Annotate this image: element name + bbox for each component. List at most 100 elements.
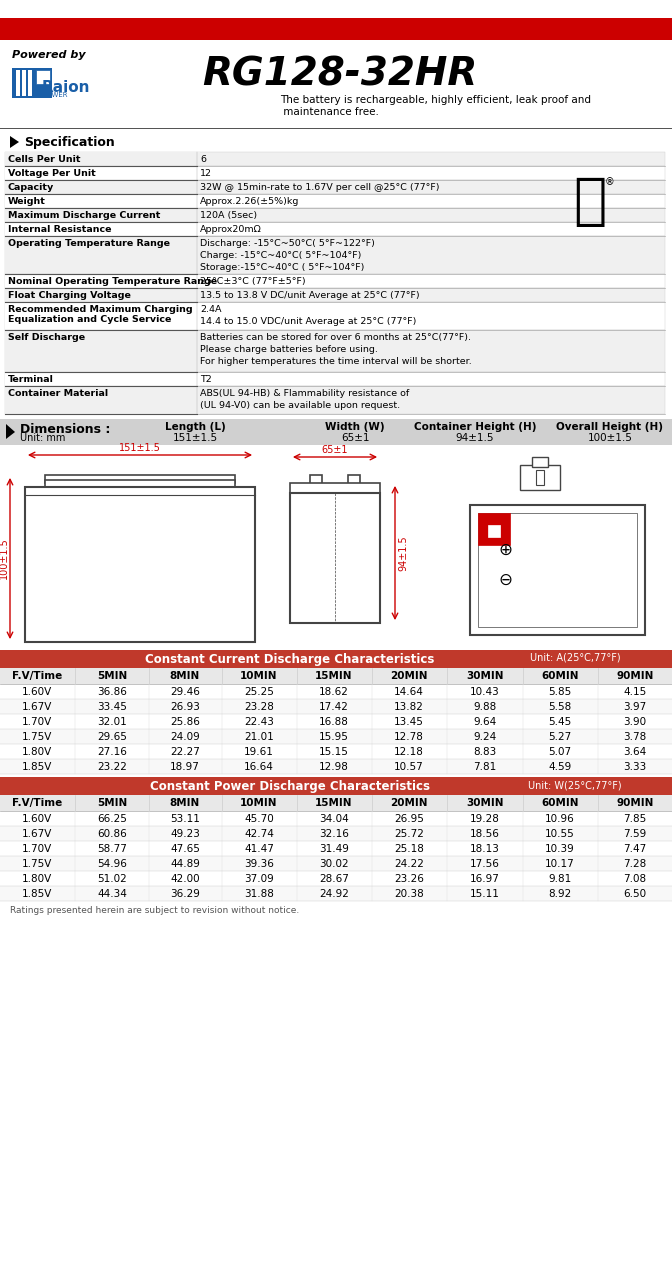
Bar	[470, 506, 645, 635]
Text: 4.15: 4.15	[624, 687, 646, 698]
Bar	[532, 457, 548, 467]
Text: 15MIN: 15MIN	[315, 797, 353, 808]
Text: Equalization and Cycle Service: Equalization and Cycle Service	[8, 315, 171, 324]
Bar	[5, 180, 665, 195]
Text: Storage:-15°C~40°C ( 5°F~104°F): Storage:-15°C~40°C ( 5°F~104°F)	[200, 262, 364, 271]
Text: Unit: A(25°C,77°F): Unit: A(25°C,77°F)	[530, 653, 620, 663]
Text: 32W @ 15min-rate to 1.67V per cell @25°C (77°F): 32W @ 15min-rate to 1.67V per cell @25°C…	[200, 183, 439, 192]
Bar	[5, 236, 665, 274]
Text: Approx.2.26(±5%)kg: Approx.2.26(±5%)kg	[200, 197, 299, 206]
Bar	[5, 166, 200, 180]
Text: 10MIN: 10MIN	[241, 671, 278, 681]
Text: Please charge batteries before using.: Please charge batteries before using.	[200, 346, 378, 355]
Bar	[5, 372, 665, 387]
Text: 5.85: 5.85	[548, 687, 572, 698]
Bar	[488, 525, 500, 538]
Text: The battery is rechargeable, highly efficient, leak proof and
 maintenance free.: The battery is rechargeable, highly effi…	[280, 95, 591, 116]
Text: 8.92: 8.92	[548, 890, 572, 899]
Bar	[25, 486, 255, 643]
Bar	[0, 668, 672, 684]
Bar	[5, 207, 200, 221]
Text: ABS(UL 94-HB) & Flammability resistance of: ABS(UL 94-HB) & Flammability resistance …	[200, 389, 409, 398]
Text: 3.90: 3.90	[624, 717, 646, 727]
Text: 7.47: 7.47	[624, 844, 646, 854]
Text: For higher temperatures the time interval will be shorter.: For higher temperatures the time interva…	[200, 357, 472, 366]
Bar	[5, 152, 200, 166]
Text: 26.93: 26.93	[170, 701, 200, 712]
Text: 2.4A: 2.4A	[200, 305, 222, 314]
Bar	[0, 650, 672, 668]
Bar	[0, 18, 672, 40]
Text: (UL 94-V0) can be available upon request.: (UL 94-V0) can be available upon request…	[200, 401, 400, 410]
Text: 7.85: 7.85	[624, 814, 646, 824]
Text: 15.95: 15.95	[319, 732, 349, 742]
Text: Capacity: Capacity	[8, 183, 54, 192]
Bar	[478, 513, 637, 627]
Text: 10.39: 10.39	[545, 844, 575, 854]
Text: 30MIN: 30MIN	[466, 671, 504, 681]
Text: Raion: Raion	[42, 79, 91, 95]
Text: F.V/Time: F.V/Time	[12, 797, 62, 808]
Text: 19.61: 19.61	[244, 748, 274, 756]
Text: 22.27: 22.27	[170, 748, 200, 756]
Text: 6.50: 6.50	[624, 890, 646, 899]
Text: 151±1.5: 151±1.5	[173, 433, 218, 443]
Text: 24.09: 24.09	[170, 732, 200, 742]
Text: 13.45: 13.45	[394, 717, 424, 727]
Bar	[0, 684, 672, 699]
Text: 24.92: 24.92	[319, 890, 349, 899]
Text: 41.47: 41.47	[244, 844, 274, 854]
Text: ®: ®	[604, 177, 614, 187]
Text: Powered by: Powered by	[12, 50, 85, 60]
Bar	[22, 70, 26, 96]
Text: ⊖: ⊖	[498, 571, 512, 589]
Text: 10.57: 10.57	[394, 762, 424, 772]
Bar	[0, 856, 672, 870]
Text: Unit: mm: Unit: mm	[20, 433, 65, 443]
Bar	[0, 841, 672, 856]
Text: Constant Power Discharge Characteristics: Constant Power Discharge Characteristics	[150, 780, 430, 794]
Polygon shape	[10, 136, 19, 148]
Text: 23.22: 23.22	[97, 762, 127, 772]
Bar	[5, 330, 200, 372]
Text: 3.33: 3.33	[624, 762, 646, 772]
Text: 10.43: 10.43	[470, 687, 500, 698]
Bar	[34, 68, 52, 99]
Text: 1.75V: 1.75V	[22, 732, 52, 742]
Text: Voltage Per Unit: Voltage Per Unit	[8, 169, 95, 178]
Text: 15.11: 15.11	[470, 890, 500, 899]
Text: 32.01: 32.01	[97, 717, 127, 727]
Bar	[0, 777, 672, 795]
Bar	[5, 288, 665, 302]
Text: T2: T2	[200, 375, 212, 384]
Bar	[290, 493, 380, 623]
Text: Float Charging Voltage: Float Charging Voltage	[8, 291, 131, 300]
Text: 23.28: 23.28	[244, 701, 274, 712]
Bar	[5, 166, 665, 180]
Bar	[5, 302, 665, 330]
Text: 7.28: 7.28	[624, 859, 646, 869]
Text: 10.55: 10.55	[545, 829, 575, 838]
Text: 12.18: 12.18	[394, 748, 424, 756]
Text: 25.86: 25.86	[170, 717, 200, 727]
Bar	[0, 699, 672, 714]
Bar	[0, 759, 672, 774]
Bar	[36, 70, 50, 84]
Text: Batteries can be stored for over 6 months at 25°C(77°F).: Batteries can be stored for over 6 month…	[200, 333, 471, 342]
Text: 29.46: 29.46	[170, 687, 200, 698]
Text: Charge: -15°C~40°C( 5°F~104°F): Charge: -15°C~40°C( 5°F~104°F)	[200, 251, 362, 260]
Bar	[45, 480, 235, 488]
Bar	[12, 68, 40, 99]
Text: 5.27: 5.27	[548, 732, 572, 742]
Text: 1.60V: 1.60V	[22, 687, 52, 698]
Text: 90MIN: 90MIN	[616, 671, 654, 681]
Text: 100±1.5: 100±1.5	[587, 433, 632, 443]
Text: 20.38: 20.38	[394, 890, 424, 899]
Bar	[5, 387, 200, 413]
Bar	[5, 207, 665, 221]
Bar	[520, 465, 560, 490]
Text: 31.49: 31.49	[319, 844, 349, 854]
Polygon shape	[6, 424, 15, 439]
Text: 8MIN: 8MIN	[170, 797, 200, 808]
Text: 30.02: 30.02	[319, 859, 349, 869]
